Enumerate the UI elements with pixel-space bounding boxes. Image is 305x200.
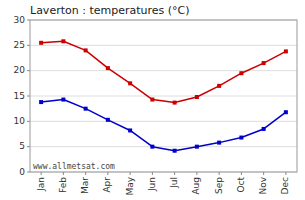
marker — [217, 141, 221, 145]
marker — [195, 95, 199, 99]
marker — [284, 110, 288, 114]
x-tick — [85, 172, 86, 175]
x-tick-label: Aug — [191, 177, 201, 195]
series-line — [41, 100, 286, 151]
x-tick-label: Feb — [58, 177, 68, 193]
marker — [150, 145, 154, 149]
y-tick-label: 0 — [19, 167, 25, 177]
annotation: www.allmetsat.com — [33, 162, 115, 171]
x-tick-label: Nov — [258, 176, 268, 194]
marker — [128, 128, 132, 132]
marker — [128, 81, 132, 85]
marker — [106, 118, 110, 122]
data-group — [39, 39, 288, 152]
marker — [106, 66, 110, 70]
marker — [284, 49, 288, 53]
x-tick-label: Mar — [80, 177, 90, 194]
marker — [61, 39, 65, 43]
marker — [195, 145, 199, 149]
marker — [239, 71, 243, 75]
x-tick — [285, 172, 286, 175]
x-tick-label: May — [125, 176, 135, 195]
plot-frame — [30, 20, 297, 172]
marker — [39, 100, 43, 104]
x-tick-label: Jul — [169, 177, 179, 189]
grid-line — [30, 70, 297, 71]
y-axis: 0 5 10 15 20 25 30 — [14, 15, 297, 177]
grid-line — [30, 146, 297, 147]
marker — [262, 61, 266, 65]
x-tick — [107, 172, 108, 175]
x-tick-label: Sep — [214, 177, 224, 194]
x-tick-label: Jun — [147, 177, 157, 192]
marker — [262, 127, 266, 131]
x-tick-label: Apr — [102, 177, 112, 193]
marker — [217, 84, 221, 88]
x-tick — [241, 172, 242, 175]
plot-area — [30, 20, 297, 172]
marker — [150, 98, 154, 102]
x-tick — [196, 172, 197, 175]
marker — [173, 101, 177, 105]
chart-container: 0 5 10 15 20 25 30 Jan Feb Mar Apr May Jun Jul Aug Sep O… — [0, 0, 305, 200]
x-tick — [152, 172, 153, 175]
series-line — [41, 41, 286, 102]
x-tick — [219, 172, 220, 175]
x-tick — [130, 172, 131, 175]
x-tick — [63, 172, 64, 175]
marker — [173, 149, 177, 153]
y-tick-label: 10 — [14, 116, 26, 126]
x-tick — [174, 172, 175, 175]
grid-line — [30, 96, 297, 97]
marker — [84, 107, 88, 111]
y-tick-label: 25 — [14, 40, 25, 50]
marker — [239, 136, 243, 140]
marker — [84, 48, 88, 52]
grid-line — [30, 45, 297, 46]
chart-svg: 0 5 10 15 20 25 30 Jan Feb Mar Apr May Jun Jul Aug Sep O… — [0, 0, 305, 200]
marker — [61, 98, 65, 102]
marker — [39, 41, 43, 45]
title: Laverton : temperatures (°C) — [30, 4, 190, 17]
y-tick-label: 5 — [19, 141, 25, 151]
x-tick — [263, 172, 264, 175]
x-tick — [41, 172, 42, 175]
x-tick-label: Dec — [280, 177, 290, 194]
x-axis: Jan Feb Mar Apr May Jun Jul Aug Sep Oct Nov Dec — [36, 172, 291, 196]
y-tick-label: 30 — [14, 15, 26, 25]
x-tick-label: Oct — [236, 177, 246, 193]
grid-line — [30, 121, 297, 122]
y-tick-label: 15 — [14, 91, 25, 101]
y-tick-label: 20 — [14, 65, 26, 75]
x-tick-label: Jan — [36, 177, 46, 192]
